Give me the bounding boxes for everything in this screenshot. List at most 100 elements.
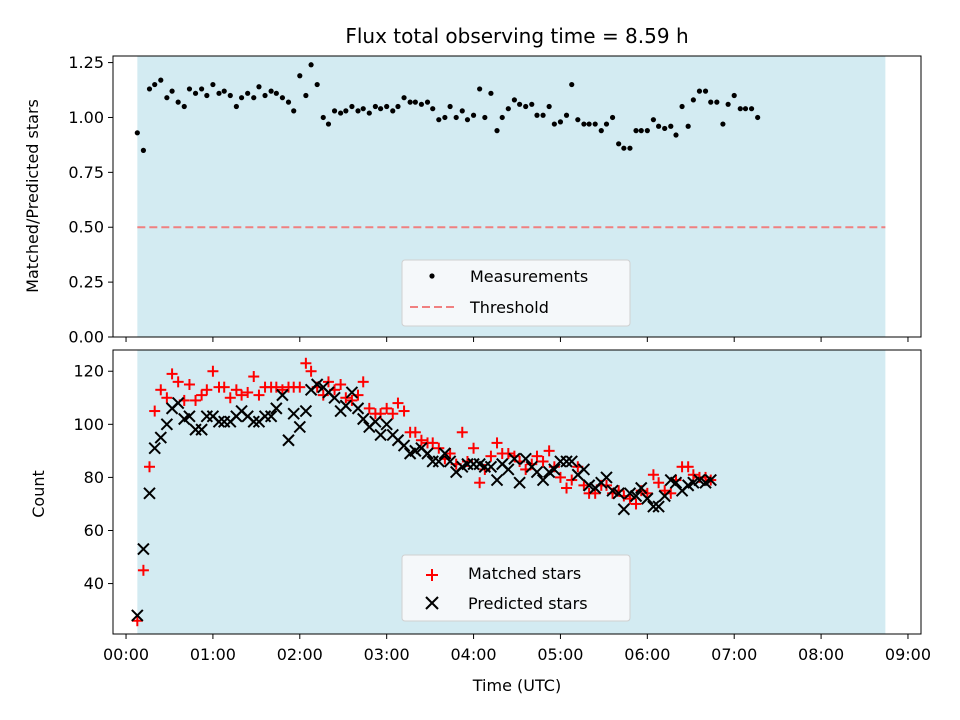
predicted-star-point	[600, 471, 613, 484]
matched-star-point	[641, 487, 653, 499]
predicted-star-point-b	[548, 463, 561, 476]
matched-star-point	[491, 437, 503, 449]
matched-star-point	[659, 485, 671, 497]
predicted-stars-series	[131, 378, 717, 622]
predicted-star-point-b	[322, 386, 335, 399]
measurement-point	[755, 114, 761, 121]
measurement-point	[517, 101, 523, 107]
legend-measurements-marker	[429, 273, 435, 279]
measurement-point	[308, 62, 314, 68]
matched-star-point	[682, 461, 694, 473]
x-tick-label: 04:00	[451, 645, 497, 664]
measurement-point	[447, 103, 453, 110]
measurement-point	[262, 92, 268, 99]
measurement-point	[714, 99, 720, 105]
matched-star-point	[305, 365, 317, 377]
y-tick-label: 120	[73, 362, 104, 381]
measurement-point	[390, 108, 396, 114]
count-legend: Matched stars Predicted stars	[401, 554, 631, 622]
measurement-point	[650, 117, 657, 123]
matched-star-point	[468, 442, 480, 454]
matched-star-point	[236, 389, 248, 401]
measurement-point	[210, 81, 216, 88]
x-tick-label: 02:00	[277, 645, 323, 664]
measurement-point	[303, 92, 309, 99]
x-tick-label: 07:00	[711, 645, 757, 664]
matched-star-point	[566, 474, 578, 486]
measurement-point	[360, 106, 366, 112]
y-tick-label: 0.25	[68, 273, 104, 292]
y-tick-label: 1.00	[68, 108, 104, 127]
measurement-point	[164, 95, 170, 101]
predicted-star-point	[270, 402, 283, 415]
predicted-star-point-b	[131, 609, 144, 622]
predicted-star-point	[293, 420, 307, 434]
predicted-star-point	[519, 452, 532, 466]
matched-star-point	[502, 448, 514, 460]
count-panel-frame	[112, 349, 922, 635]
matched-star-point	[248, 371, 260, 383]
predicted-star-point-b	[264, 410, 278, 423]
measurement-point	[268, 88, 274, 94]
y-tick-label: 0.75	[68, 163, 104, 182]
measurement-point	[204, 92, 210, 99]
predicted-star-point-b	[148, 441, 161, 455]
predicted-star-point	[339, 399, 353, 412]
measurement-point	[679, 103, 685, 110]
measurement-point	[470, 112, 477, 118]
predicted-star-point-b	[490, 473, 504, 487]
measurement-point	[297, 73, 303, 79]
measurement-point	[436, 117, 442, 123]
measurement-point	[273, 90, 279, 96]
predicted-star-point	[704, 473, 717, 487]
predicted-star-point	[530, 465, 544, 479]
predicted-star-point	[513, 476, 526, 489]
predicted-star-point	[247, 415, 260, 428]
predicted-star-point-b	[415, 441, 428, 455]
measurement-point	[673, 132, 679, 138]
predicted-star-point-b	[212, 415, 226, 428]
y-tick-label: 80	[84, 468, 104, 487]
measurement-point	[285, 99, 292, 105]
measurement-point	[696, 88, 703, 94]
predicted-star-point-b	[299, 404, 313, 418]
predicted-star-point-b	[606, 484, 619, 497]
predicted-star-point	[212, 415, 226, 428]
measurement-point	[407, 99, 413, 105]
predicted-star-point	[171, 396, 185, 410]
measurement-point	[569, 81, 575, 88]
x-tick-label: 08:00	[798, 645, 844, 664]
measurement-point	[494, 128, 500, 134]
measurement-point	[227, 92, 233, 99]
measurement-point	[412, 99, 418, 105]
predicted-star-point	[652, 500, 665, 513]
measurement-point	[320, 114, 326, 121]
predicted-star-point-b	[369, 415, 382, 428]
predicted-star-point-b	[357, 412, 370, 426]
measurement-point	[702, 88, 709, 94]
measurement-point	[238, 95, 245, 101]
matched-star-point	[409, 426, 421, 438]
predicted-star-point-b	[704, 473, 717, 487]
legend-threshold-label: Threshold	[469, 298, 549, 317]
legend-measurements-label: Measurements	[470, 267, 588, 286]
measurement-point	[338, 110, 344, 116]
predicted-star-point-b	[160, 418, 174, 431]
matched-star-point	[456, 426, 468, 438]
matched-star-point	[270, 381, 282, 393]
predicted-star-point-b	[351, 402, 365, 415]
measurement-point	[737, 106, 743, 112]
predicted-star-point-b	[287, 407, 300, 420]
measurement-point	[603, 121, 610, 127]
predicted-star-point-b	[629, 489, 643, 503]
measurement-point	[534, 112, 540, 118]
matched-star-point	[276, 384, 288, 396]
predicted-star-point-b	[235, 404, 248, 418]
ratio-panel: 0.00 0.25 0.50 0.75 1.00 1.25 Matched/Predict…	[23, 53, 922, 347]
predicted-star-point-b	[693, 473, 706, 487]
measurement-point	[581, 121, 587, 127]
predicted-star-point	[369, 415, 382, 428]
measurement-point	[742, 106, 749, 112]
measurement-point	[221, 88, 227, 94]
predicted-star-point	[195, 423, 208, 436]
